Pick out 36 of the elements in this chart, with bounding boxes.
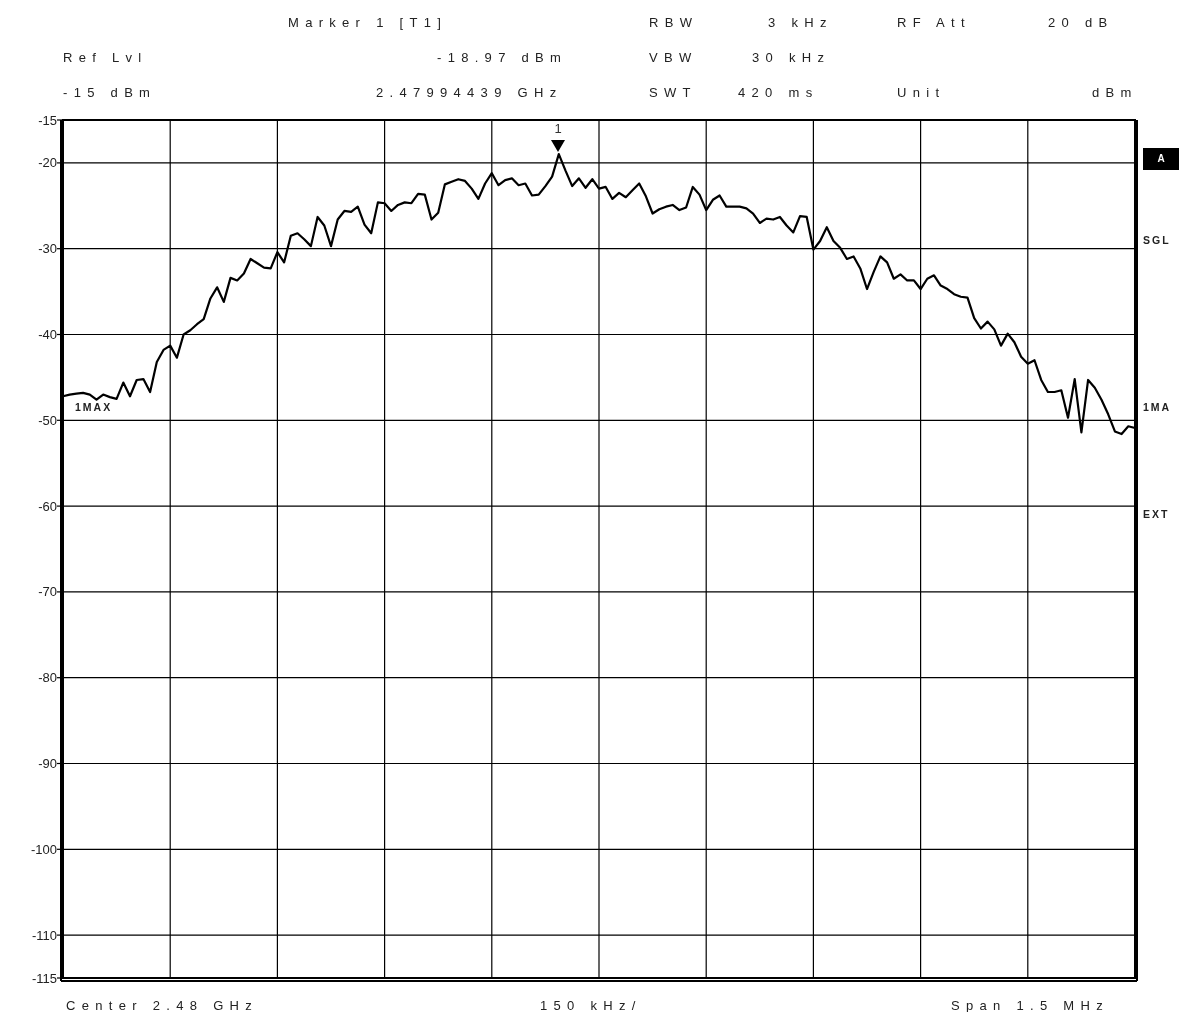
text: 420 ms [738,85,819,100]
text: 2.47994439 GHz [376,85,563,100]
y-tick-label: -70 [38,584,57,600]
text: 30 kHz [752,50,831,65]
annotation: 1MAX [75,401,113,413]
text: RBW [649,15,699,30]
y-tick-label: -80 [38,670,57,686]
text: Unit [897,85,946,100]
text: 20 dB [1048,15,1114,30]
text: 1MA [1143,401,1172,413]
y-tick-label: -20 [38,155,57,171]
text: EXT [1143,508,1170,520]
y-tick-label: -115 [31,970,57,986]
y-tick-label: -15 [38,112,57,128]
text: Span 1.5 MHz [951,998,1109,1012]
y-tick-label: -110 [31,927,57,943]
text: VBW [649,50,698,65]
text: Center 2.48 GHz [66,998,259,1012]
text: dBm [1092,85,1138,100]
text: SGL [1143,234,1171,246]
y-tick-label: -100 [30,841,57,857]
text: 150 kHz/ [540,998,642,1012]
text: A [1157,153,1165,164]
y-tick-label: -40 [38,327,57,342]
text: -18.97 dBm [437,50,568,65]
y-tick-label: -50 [38,412,57,428]
annotation: 1 [554,121,562,136]
y-tick-label: -90 [38,756,57,771]
y-tick-label: -30 [38,241,57,257]
text: SWT [649,85,697,100]
text: 3 kHz [768,15,833,30]
text: Ref Lvl [63,50,148,65]
y-tick-label: -60 [38,498,57,514]
text: -15 dBm [63,85,157,100]
text: Marker 1 [T1] [288,15,448,30]
text: RF Att [897,15,971,30]
